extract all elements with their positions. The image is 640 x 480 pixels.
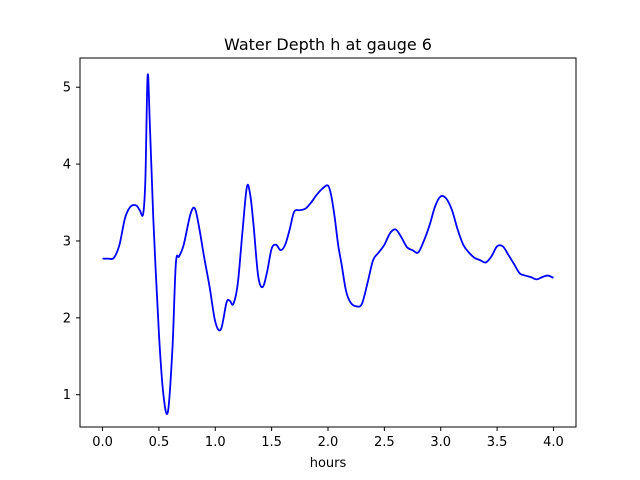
x-axis-label: hours: [310, 456, 347, 471]
x-tick-label: 3.5: [487, 435, 508, 450]
y-tick-label: 3: [63, 234, 71, 249]
series-layer: [102, 73, 554, 415]
chart-title: Water Depth h at gauge 6: [224, 35, 432, 54]
x-axis: 0.0 0.5 1.0 1.5 2.0 2.5 3.0 3.5 4.0: [92, 427, 564, 450]
y-tick-label: 2: [63, 311, 71, 326]
x-tick-label: 0.0: [92, 435, 113, 450]
x-tick-label: 0.5: [149, 435, 170, 450]
y-tick-label: 4: [63, 158, 71, 173]
y-tick-label: 1: [63, 388, 71, 403]
y-tick-label: 5: [63, 81, 71, 96]
x-tick-label: 4.0: [543, 435, 564, 450]
x-tick-label: 3.0: [430, 435, 451, 450]
x-tick-label: 1.5: [261, 435, 282, 450]
x-tick-label: 2.0: [318, 435, 339, 450]
x-tick-label: 2.5: [374, 435, 395, 450]
plot-area: [80, 58, 576, 427]
x-tick-label: 1.0: [205, 435, 226, 450]
y-axis: 1 2 3 4 5: [63, 81, 80, 403]
series-line-0: [102, 73, 554, 415]
